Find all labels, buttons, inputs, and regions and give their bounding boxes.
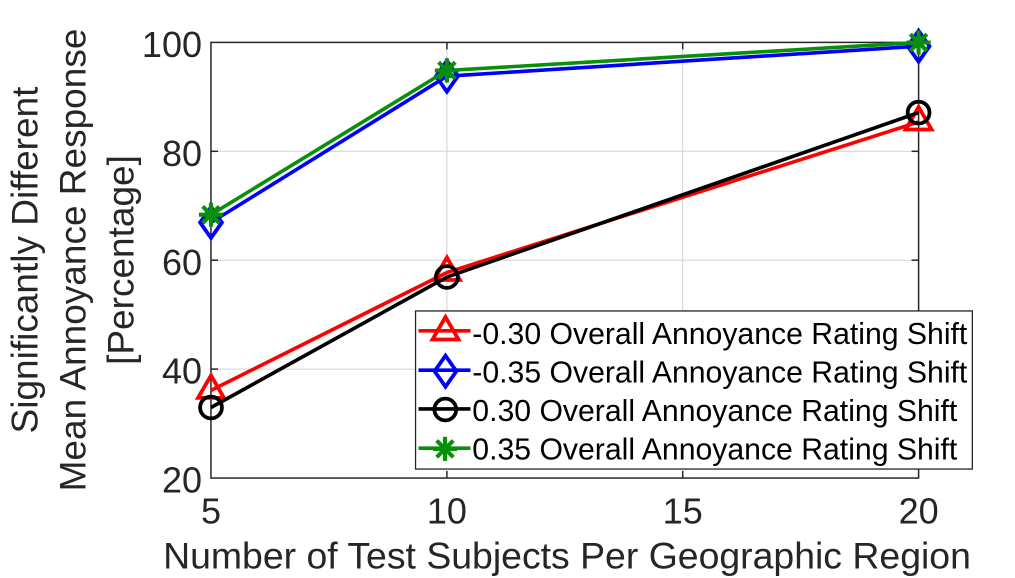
svg-text:Number of Test Subjects Per Ge: Number of Test Subjects Per Geographic R…: [163, 535, 971, 577]
svg-text:-0.30 Overall Annoyance Rating: -0.30 Overall Annoyance Rating Shift: [472, 318, 968, 351]
svg-text:0.35 Overall Annoyance Rating: 0.35 Overall Annoyance Rating Shift: [472, 434, 958, 467]
svg-text:[Percentage]: [Percentage]: [101, 155, 142, 365]
svg-text:-0.35 Overall Annoyance Rating: -0.35 Overall Annoyance Rating Shift: [472, 357, 968, 390]
svg-text:80: 80: [162, 133, 202, 174]
svg-text:15: 15: [663, 491, 703, 532]
svg-text:100: 100: [142, 24, 202, 65]
svg-text:10: 10: [427, 491, 467, 532]
svg-text:20: 20: [162, 460, 202, 501]
svg-text:5: 5: [201, 491, 221, 532]
svg-text:Significantly Different: Significantly Different: [5, 86, 46, 434]
svg-text:0.30 Overall Annoyance Rating: 0.30 Overall Annoyance Rating Shift: [472, 395, 958, 428]
svg-text:Mean Annoyance Response: Mean Annoyance Response: [53, 29, 94, 492]
svg-text:20: 20: [899, 491, 939, 532]
svg-text:40: 40: [162, 351, 202, 392]
svg-text:60: 60: [162, 242, 202, 283]
